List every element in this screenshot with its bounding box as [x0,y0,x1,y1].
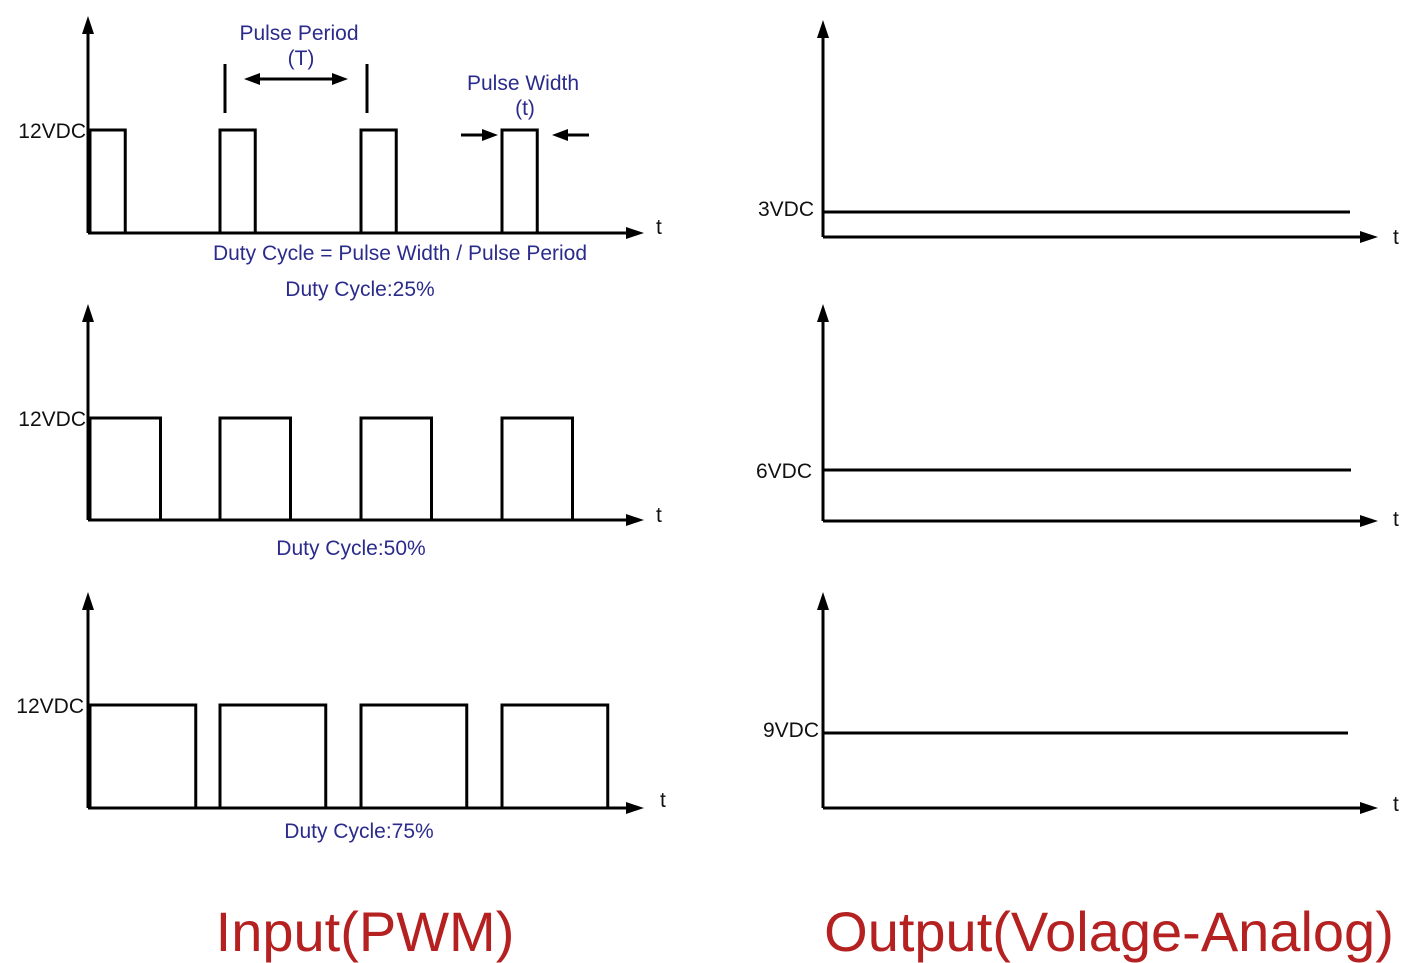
input-wave-2-group: 12VDC t Duty Cycle:50% [18,304,662,560]
pulse-period-arrow-left-head [244,73,260,85]
pulse-period-label: Pulse Period [239,22,358,45]
input-wave-2-y-arrowhead [82,304,94,322]
pulse-period-symbol: (T) [288,47,315,70]
input-wave-2-x-arrowhead [626,514,644,526]
input-wave-2-time-label: t [656,504,662,527]
input-wave-1-voltage-label: 12VDC [18,120,86,143]
input-wave-3-voltage-label: 12VDC [16,695,84,718]
output-level-1-y-arrowhead [817,20,829,38]
input-wave-2-signal [88,416,574,520]
input-wave-3-time-label: t [660,789,666,812]
input-wave-1-x-arrowhead [626,227,644,239]
output-level-2-x-arrowhead [1360,515,1378,527]
output-level-2-y-arrowhead [817,304,829,322]
output-level-3-label: 9VDC [763,719,819,742]
duty-cycle-formula: Duty Cycle = Pulse Width / Pulse Period [213,242,587,265]
output-level-2-group: 6VDC t [756,304,1399,531]
input-wave-2-voltage-label: 12VDC [18,408,86,431]
output-level-2-label: 6VDC [756,460,812,483]
input-wave-1-time-label: t [656,216,662,239]
output-panel-title: Output(Volage-Analog) [824,900,1394,963]
output-level-3-time-label: t [1393,793,1399,816]
input-panel-title: Input(PWM) [216,900,515,963]
output-level-2-time-label: t [1393,508,1399,531]
input-wave-3-signal [88,703,610,808]
pulse-period-arrow-right-head [332,73,348,85]
input-wave-3-x-arrowhead [626,802,644,814]
input-wave-1-caption: Duty Cycle:25% [285,278,434,301]
input-wave-1-signal [88,128,539,233]
output-level-1-group: 3VDC t [758,20,1399,249]
input-wave-1-group: 12VDC t Pulse Period (T) Pulse Width (t)… [18,16,662,301]
output-level-3-x-arrowhead [1360,802,1378,814]
pulse-width-symbol: (t) [515,97,535,120]
input-wave-3-group: 12VDC t Duty Cycle:75% [16,592,666,843]
output-level-1-label: 3VDC [758,198,814,221]
input-wave-2-caption: Duty Cycle:50% [276,537,425,560]
pulse-width-right-arrowhead [552,129,568,141]
input-wave-3-caption: Duty Cycle:75% [284,820,433,843]
output-level-3-y-arrowhead [817,592,829,610]
output-level-1-x-arrowhead [1360,231,1378,243]
input-wave-1-y-arrowhead [82,16,94,34]
pulse-width-label: Pulse Width [467,72,579,95]
input-wave-3-y-arrowhead [82,592,94,610]
output-level-1-time-label: t [1393,226,1399,249]
pulse-width-left-arrowhead [482,129,498,141]
output-level-3-group: 9VDC t [763,592,1399,816]
